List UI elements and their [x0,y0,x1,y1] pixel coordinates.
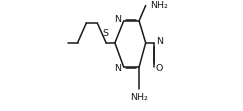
Text: N: N [114,64,121,73]
Text: N: N [114,15,121,24]
Text: N: N [156,37,163,46]
Text: S: S [103,29,109,38]
Text: O: O [156,64,163,73]
Text: NH₂: NH₂ [130,93,148,102]
Text: NH₂: NH₂ [150,1,168,10]
